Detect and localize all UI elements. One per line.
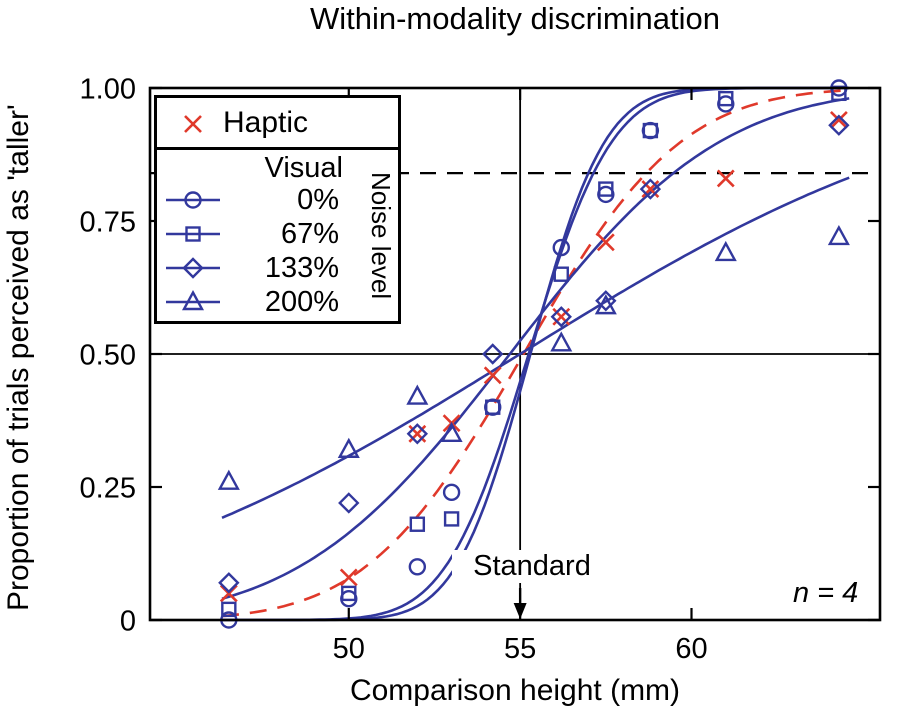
legend-noise-level-label: 0% xyxy=(297,183,339,216)
legend-item-visual-67pct: 67% xyxy=(157,217,398,251)
legend-noise-level-label: 133% xyxy=(264,251,339,284)
legend-item-visual-200pct: 200% xyxy=(157,285,398,319)
y-tick-label: 0.25 xyxy=(80,472,136,504)
standard-annotation: Standard xyxy=(452,550,612,583)
chart-title: Within-modality discrimination xyxy=(309,1,720,36)
circle-marker-icon xyxy=(166,191,220,209)
legend-visual-header: Visual xyxy=(264,152,343,184)
legend-noise-level-label: 67% xyxy=(280,217,339,250)
y-tick-label: 1.00 xyxy=(80,73,136,105)
sample-size-label: n = 4 xyxy=(793,577,859,609)
x-tick-label: 60 xyxy=(675,633,707,665)
square-marker-icon xyxy=(166,226,220,242)
y-tick-label: 0.75 xyxy=(80,206,136,238)
triangle-marker-icon xyxy=(166,289,220,311)
legend-item-visual-133pct: 133% xyxy=(157,251,398,285)
legend-item-haptic: Haptic xyxy=(157,98,398,147)
haptic-x-marker-icon xyxy=(184,114,202,133)
legend-box: Haptic Visual 0% 67% 133% 200% Noise level xyxy=(154,95,401,324)
legend-visual-rows: 0% 67% 133% 200% xyxy=(157,183,398,319)
legend-noise-axis-label: Noise level xyxy=(366,172,396,300)
legend-haptic-label: Haptic xyxy=(223,105,309,139)
legend-item-visual-0pct: 0% xyxy=(157,183,398,217)
x-axis-title: Comparison height (mm) xyxy=(349,674,681,707)
y-tick-label: 0 xyxy=(120,605,136,637)
legend-noise-level-label: 200% xyxy=(264,285,339,318)
diamond-marker-icon xyxy=(166,257,220,279)
x-tick-label: 55 xyxy=(504,633,536,665)
standard-arrowhead-icon xyxy=(513,603,527,619)
y-tick-label: 0.50 xyxy=(80,339,136,371)
legend-divider xyxy=(157,147,398,150)
x-tick-label: 50 xyxy=(333,633,365,665)
